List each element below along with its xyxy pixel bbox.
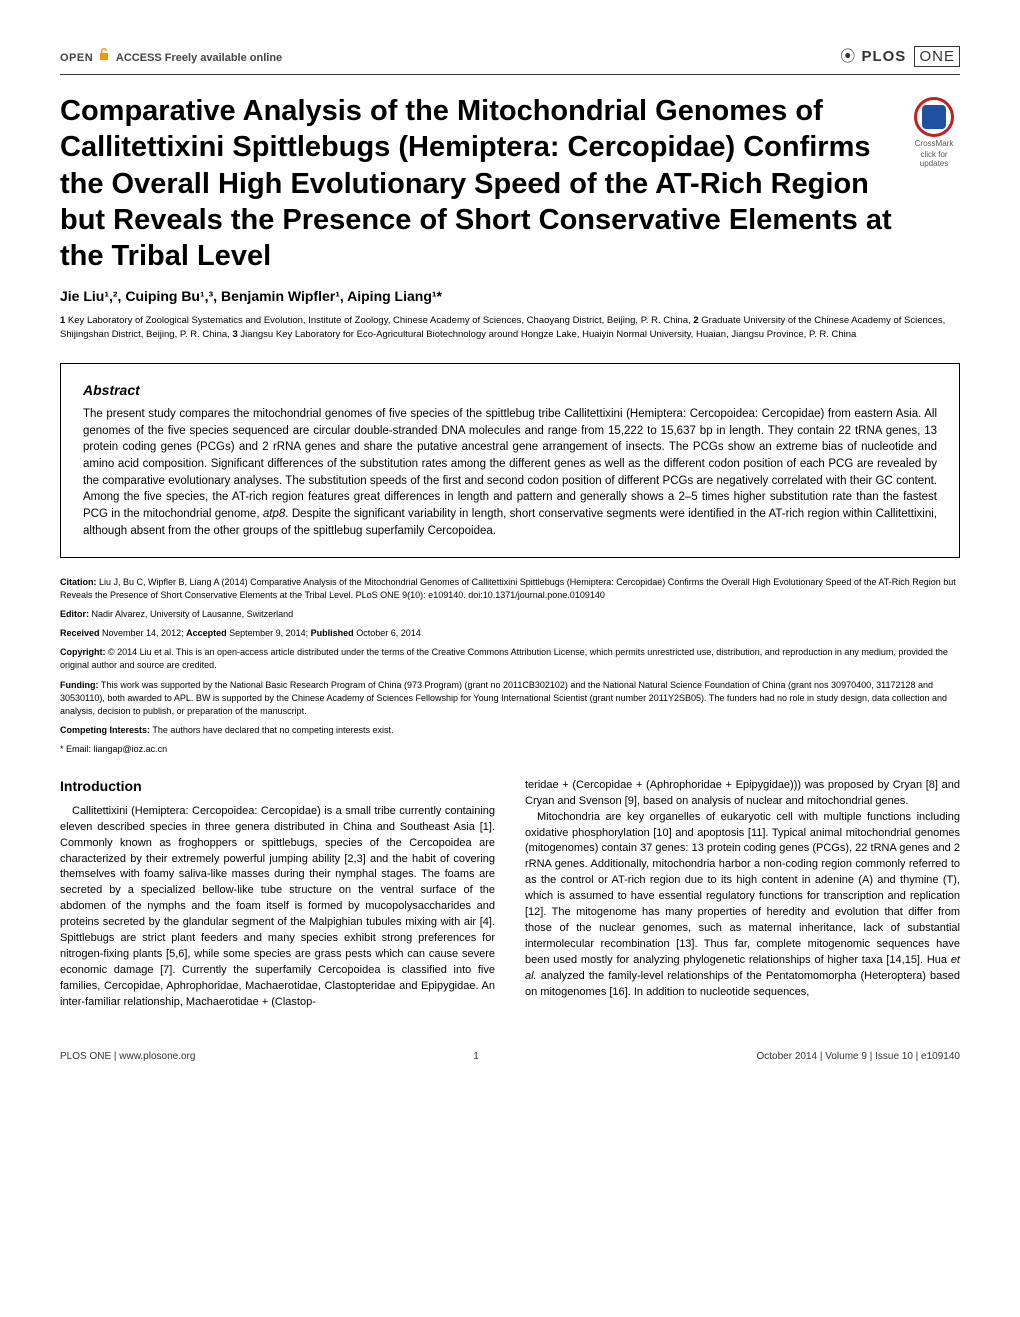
access-text: ACCESS	[116, 52, 162, 64]
editor-text: Nadir Alvarez, University of Lausanne, S…	[89, 609, 293, 619]
column-right: teridae + (Cercopidae + (Aphrophoridae +…	[525, 778, 960, 1011]
crossmark-badge[interactable]: CrossMark click for updates	[908, 97, 960, 168]
corresponding-email: * Email: liangap@ioz.ac.cn	[60, 743, 960, 756]
intro-heading: Introduction	[60, 778, 495, 794]
abstract-part1: The present study compares the mitochond…	[83, 408, 937, 520]
crossmark-label: CrossMark	[908, 139, 960, 148]
crossmark-sublabel: click for updates	[908, 150, 960, 168]
copyright-text: © 2014 Liu et al. This is an open-access…	[60, 647, 948, 670]
intro-text-left: Callitettixini (Hemiptera: Cercopoidea: …	[60, 804, 495, 1011]
received-label: Received	[60, 628, 100, 638]
abstract-text: The present study compares the mitochond…	[83, 406, 937, 539]
funding-label: Funding:	[60, 680, 98, 690]
page-number: 1	[473, 1051, 479, 1062]
aff-text-3: Jiangsu Key Laboratory for Eco-Agricultu…	[238, 329, 857, 340]
open-access-icon	[98, 49, 114, 64]
journal-name-plos: PLOS	[861, 48, 906, 65]
citation-label: Citation:	[60, 577, 97, 587]
competing-text: The authors have declared that no compet…	[150, 725, 393, 735]
page-footer: PLOS ONE | www.plosone.org 1 October 201…	[60, 1051, 960, 1062]
page-header: OPEN ACCESS Freely available online ⦿ PL…	[60, 45, 960, 75]
intro-para-1-cont: teridae + (Cercopidae + (Aphrophoridae +…	[525, 778, 960, 810]
abstract-italic: atp8	[263, 508, 285, 520]
editor-label: Editor:	[60, 609, 89, 619]
intro-para-2: Mitochondria are key organelles of eukar…	[525, 810, 960, 1001]
title-row: Comparative Analysis of the Mitochondria…	[60, 93, 960, 288]
crossmark-icon	[914, 97, 954, 137]
competing-label: Competing Interests:	[60, 725, 150, 735]
published-label: Published	[311, 628, 354, 638]
plos-circle-icon: ⦿	[840, 48, 856, 65]
open-text: OPEN	[60, 52, 93, 64]
citation-text: Liu J, Bu C, Wipfler B, Liang A (2014) C…	[60, 577, 956, 600]
accepted-text: September 9, 2014;	[227, 628, 311, 638]
open-access-label: OPEN ACCESS Freely available online	[60, 47, 282, 64]
author-list: Jie Liu¹,², Cuiping Bu¹,³, Benjamin Wipf…	[60, 288, 960, 304]
column-left: Introduction Callitettixini (Hemiptera: …	[60, 778, 495, 1011]
article-title: Comparative Analysis of the Mitochondria…	[60, 93, 898, 274]
p2-part-a: Mitochondria are key organelles of eukar…	[525, 811, 960, 966]
received-text: November 14, 2012;	[100, 628, 187, 638]
affiliations: 1 Key Laboratory of Zoological Systemati…	[60, 314, 960, 341]
p2-part-b: analyzed the family-level relationships …	[525, 970, 960, 998]
aff-text-1: Key Laboratory of Zoological Systematics…	[65, 315, 693, 326]
intro-para-1: Callitettixini (Hemiptera: Cercopoidea: …	[60, 804, 495, 1011]
copyright-label: Copyright:	[60, 647, 106, 657]
funding-text: This work was supported by the National …	[60, 680, 947, 716]
freely-text: Freely available online	[165, 52, 282, 64]
journal-name-one: ONE	[914, 46, 960, 67]
footer-left: PLOS ONE | www.plosone.org	[60, 1051, 195, 1062]
body-columns: Introduction Callitettixini (Hemiptera: …	[60, 778, 960, 1011]
abstract-box: Abstract The present study compares the …	[60, 363, 960, 558]
published-text: October 6, 2014	[354, 628, 421, 638]
abstract-heading: Abstract	[83, 382, 937, 398]
intro-text-right: teridae + (Cercopidae + (Aphrophoridae +…	[525, 778, 960, 1001]
footer-right: October 2014 | Volume 9 | Issue 10 | e10…	[757, 1051, 961, 1062]
accepted-label: Accepted	[186, 628, 227, 638]
article-meta: Citation: Liu J, Bu C, Wipfler B, Liang …	[60, 576, 960, 756]
journal-logo: ⦿ PLOS ONE	[840, 45, 960, 66]
